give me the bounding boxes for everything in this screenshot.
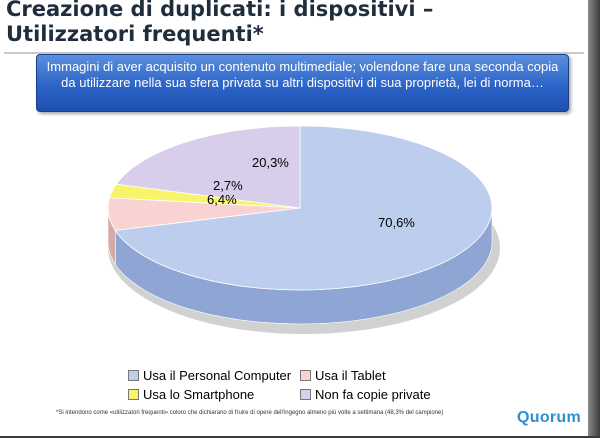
legend-swatch-pc bbox=[128, 370, 139, 382]
footnote: *Si intendono come «utilizzatori frequen… bbox=[56, 410, 444, 416]
slice-label-smartphone: 2,7% bbox=[213, 178, 243, 193]
legend-item-smartphone: Usa lo Smartphone bbox=[128, 387, 254, 402]
legend-label-tablet: Usa il Tablet bbox=[315, 368, 386, 383]
slice-label-no-copies: 20,3% bbox=[252, 155, 289, 170]
title-divider bbox=[4, 52, 584, 54]
legend-swatch-smartphone bbox=[128, 389, 139, 401]
pie-slice-pc bbox=[114, 125, 493, 291]
legend-swatch-tablet bbox=[300, 370, 311, 382]
pie-chart: 70,6% 6,4%2,7% 20,3% bbox=[107, 125, 500, 334]
legend-item-tablet: Usa il Tablet bbox=[300, 368, 386, 383]
window-edge-shadow bbox=[588, 0, 600, 438]
question-box: Immagini di aver acquisito un contenuto … bbox=[36, 54, 569, 112]
legend-item-pc: Usa il Personal Computer bbox=[128, 368, 291, 383]
legend-label-no-copies: Non fa copie private bbox=[315, 387, 431, 402]
legend-item-no-copies: Non fa copie private bbox=[300, 387, 431, 402]
window-edge-shadow-bottom bbox=[0, 436, 600, 438]
slide-title: Creazione di duplicati: i dispositivi – … bbox=[6, 0, 434, 46]
legend-label-pc: Usa il Personal Computer bbox=[143, 368, 292, 383]
quorum-logo: Quorum bbox=[517, 409, 582, 426]
legend-label-smartphone: Usa lo Smartphone bbox=[143, 387, 255, 402]
slide: Creazione di duplicati: i dispositivi – … bbox=[0, 0, 588, 436]
pie-slice-no-copies bbox=[115, 125, 301, 209]
slice-label-tablet: 6,4% bbox=[207, 192, 237, 207]
legend-swatch-no-copies bbox=[300, 389, 311, 401]
slice-label-pc: 70,6% bbox=[378, 215, 415, 230]
